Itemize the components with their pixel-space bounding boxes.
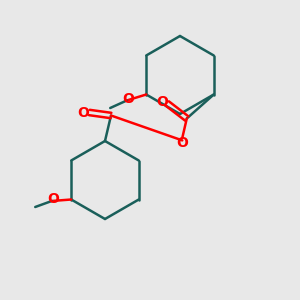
Text: O: O xyxy=(47,192,59,206)
Text: O: O xyxy=(156,95,168,109)
Text: O: O xyxy=(122,92,134,106)
Text: O: O xyxy=(176,136,188,149)
Text: O: O xyxy=(77,106,89,119)
